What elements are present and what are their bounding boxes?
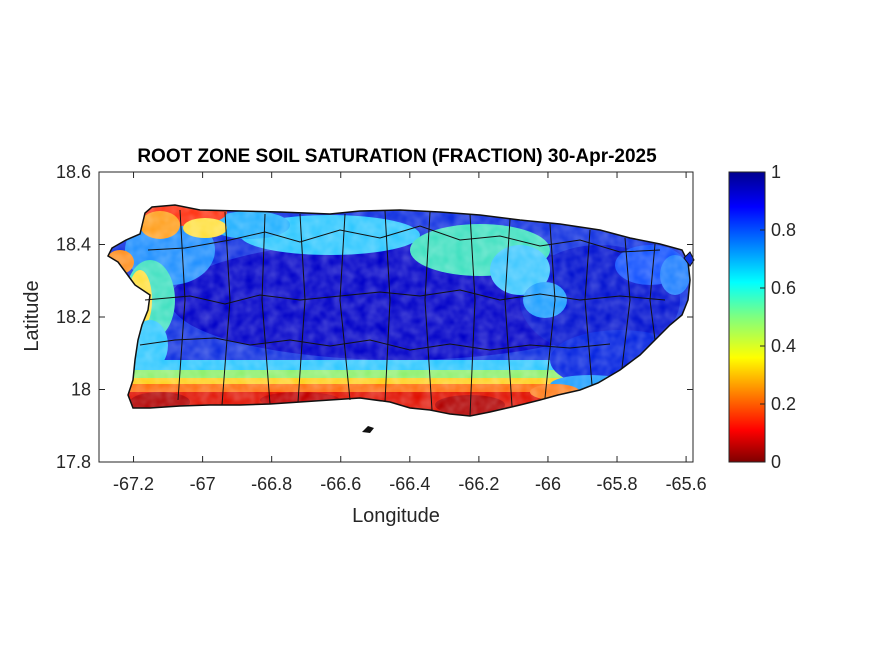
colorbar-tick-label: 0.8 (771, 220, 796, 240)
y-tick-label: 17.8 (56, 452, 91, 472)
colorbar: 0 0.2 0.4 0.6 0.8 1 (728, 162, 796, 472)
x-tick-label: -66 (535, 474, 561, 494)
colorbar-gradient (728, 171, 766, 463)
colorbar-tick-label: 0.6 (771, 278, 796, 298)
colorbar-tick-label: 0.4 (771, 336, 796, 356)
colorbar-tick-label: 0.2 (771, 394, 796, 414)
plot-area (98, 171, 695, 463)
x-tick-label: -66.2 (458, 474, 499, 494)
x-tick-label: -66.6 (320, 474, 361, 494)
y-tick-label: 18 (71, 380, 91, 400)
y-tick-label: 18.2 (56, 307, 91, 327)
y-axis-label: Latitude (21, 280, 43, 351)
municipal-boundaries (139, 209, 666, 417)
x-tick-label: -67.2 (113, 474, 154, 494)
x-tick-label: -66.4 (389, 474, 430, 494)
x-tick-label: -66.8 (251, 474, 292, 494)
x-axis: -67.2 -67 -66.8 -66.6 -66.4 -66.2 -66 -65.8 -65.… (113, 172, 707, 494)
colorbar-ticks: 0 0.2 0.4 0.6 0.8 1 (760, 162, 796, 472)
x-tick-label: -65.8 (597, 474, 638, 494)
x-tick-label: -65.6 (666, 474, 707, 494)
saturation-field (108, 205, 690, 416)
x-tick-label: -67 (190, 474, 216, 494)
island-outline (107, 204, 691, 417)
islet (362, 426, 374, 433)
y-tick-label: 18.6 (56, 162, 91, 182)
y-axis: 17.8 18 18.2 18.4 18.6 (56, 162, 693, 472)
x-axis-label: Longitude (352, 505, 440, 527)
islet-east (683, 251, 695, 267)
colorbar-tick-label: 0 (771, 452, 781, 472)
y-tick-label: 18.4 (56, 235, 91, 255)
chart-title: ROOT ZONE SOIL SATURATION (FRACTION) 30-… (137, 146, 657, 167)
colorbar-tick-label: 1 (771, 162, 781, 182)
